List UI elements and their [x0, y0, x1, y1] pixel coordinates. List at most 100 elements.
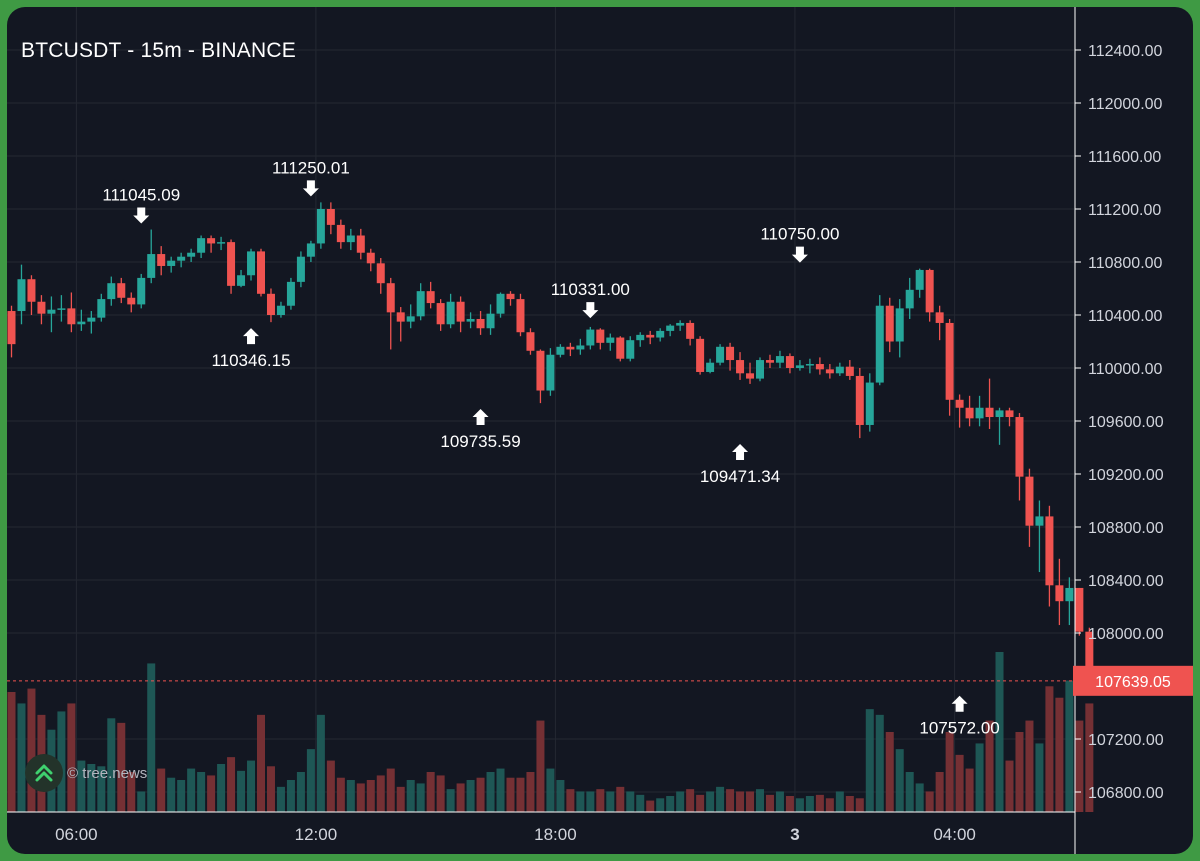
- x-tick-label: 18:00: [534, 825, 577, 844]
- volume-bar: [1085, 703, 1094, 812]
- low-annotation: 109471.34: [700, 444, 780, 486]
- volume-bar: [316, 714, 325, 812]
- y-tick-label: 107200.00: [1088, 732, 1164, 749]
- candle-body: [825, 369, 834, 374]
- watermark-text: © tree.news: [67, 764, 148, 782]
- x-tick-label: 12:00: [295, 825, 338, 844]
- volume-bar: [227, 757, 236, 812]
- candles: [7, 202, 1094, 690]
- arrow-down-icon: [302, 180, 319, 197]
- high-annotation: 110331.00: [551, 280, 630, 319]
- candle-body: [696, 338, 705, 372]
- volume-bar: [117, 722, 126, 812]
- x-tick-label: 06:00: [55, 825, 98, 844]
- candle-body: [975, 407, 984, 419]
- candle-body: [396, 312, 405, 322]
- volume-bar: [985, 720, 994, 812]
- candle-body: [736, 360, 745, 374]
- volume-bar: [756, 789, 764, 812]
- volume-bar: [656, 798, 665, 812]
- candle-body: [306, 243, 315, 257]
- volume-bar: [77, 760, 86, 812]
- volume-bar: [546, 768, 555, 812]
- volume-bar: [87, 764, 96, 812]
- volume-bar: [815, 794, 824, 812]
- volume-bar: [915, 783, 924, 812]
- candle-body: [925, 269, 934, 313]
- price-annotations: 111045.09 111250.01 110346.15 110331.00 1097…: [102, 158, 999, 737]
- candle-body: [955, 399, 964, 408]
- arrow-up-icon: [732, 444, 749, 461]
- candle-body: [905, 289, 914, 309]
- high-annotation: 111250.01: [272, 158, 350, 197]
- low-annotation: 109735.59: [440, 409, 521, 451]
- volume-bar: [207, 775, 216, 812]
- candle-body: [446, 301, 455, 325]
- volume-bar: [416, 783, 425, 812]
- candle-body: [107, 283, 116, 300]
- high-annotation: 111045.09: [102, 186, 180, 224]
- high-annotation: 110750.00: [760, 225, 839, 263]
- y-tick-label: 106800.00: [1088, 785, 1164, 802]
- candle-body: [1085, 631, 1094, 681]
- candle-body: [386, 283, 395, 313]
- y-tick-label: 108800.00: [1088, 520, 1164, 537]
- y-tick-label: 111600.00: [1088, 149, 1161, 166]
- candle-body: [127, 297, 136, 305]
- volume-bar: [785, 796, 794, 812]
- volume-bar: [935, 772, 944, 812]
- candle-body: [785, 356, 794, 368]
- candle-body: [636, 334, 645, 341]
- grid: [7, 7, 1075, 812]
- candle-body: [496, 293, 505, 314]
- volume-bar: [237, 770, 246, 812]
- candle-body: [67, 308, 76, 325]
- y-tick-label: 112400.00: [1088, 43, 1163, 60]
- candle-body: [266, 293, 275, 315]
- volume-bar: [147, 663, 156, 812]
- chart-title: BTCUSDT - 15m - BINANCE: [21, 39, 296, 62]
- x-tick-label: 04:00: [933, 825, 976, 844]
- volume-bar: [855, 798, 864, 812]
- y-tick-label: 108000.00: [1088, 626, 1164, 643]
- candle-body: [436, 303, 445, 325]
- y-tick-label: 112000.00: [1088, 96, 1163, 113]
- volume-bar: [975, 743, 984, 812]
- candle-body: [656, 330, 665, 338]
- candle-body: [686, 322, 695, 339]
- double-chevron-up-icon: [25, 754, 63, 792]
- volume-bar: [426, 772, 435, 812]
- candle-body: [426, 291, 435, 304]
- candle-body: [376, 263, 385, 284]
- candle-body: [416, 291, 425, 317]
- candlestick-chart[interactable]: 111045.09 111250.01 110346.15 110331.00 1097…: [7, 7, 1193, 854]
- candle-body: [286, 281, 295, 306]
- volume-bar: [1035, 743, 1044, 812]
- candle-body: [227, 242, 236, 286]
- y-tick-label: 111200.00: [1088, 202, 1161, 219]
- candle-body: [885, 305, 894, 342]
- volume-bar: [1025, 720, 1034, 812]
- arrow-down-icon: [582, 302, 599, 319]
- volume-bar: [356, 783, 365, 812]
- candle-body: [536, 350, 545, 391]
- candle-body: [167, 260, 176, 266]
- low-annotation: 110346.15: [211, 328, 291, 370]
- candle-body: [406, 316, 415, 322]
- candle-body: [526, 332, 535, 351]
- candle-body: [805, 364, 814, 366]
- candle-body: [606, 337, 615, 343]
- volume-bar: [845, 796, 854, 812]
- volume-bar: [556, 780, 565, 812]
- arrow-up-icon: [472, 409, 489, 426]
- low-annotation: 107572.00: [919, 695, 1000, 738]
- candle-body: [915, 269, 924, 290]
- volume-bar: [676, 791, 685, 812]
- candle-body: [706, 362, 715, 372]
- volume-bar: [706, 791, 715, 812]
- candle-body: [676, 322, 685, 326]
- y-tick-label: 109600.00: [1088, 414, 1164, 431]
- arrow-down-icon: [133, 207, 150, 224]
- volume-bar: [746, 791, 755, 812]
- volume-bar: [466, 780, 475, 812]
